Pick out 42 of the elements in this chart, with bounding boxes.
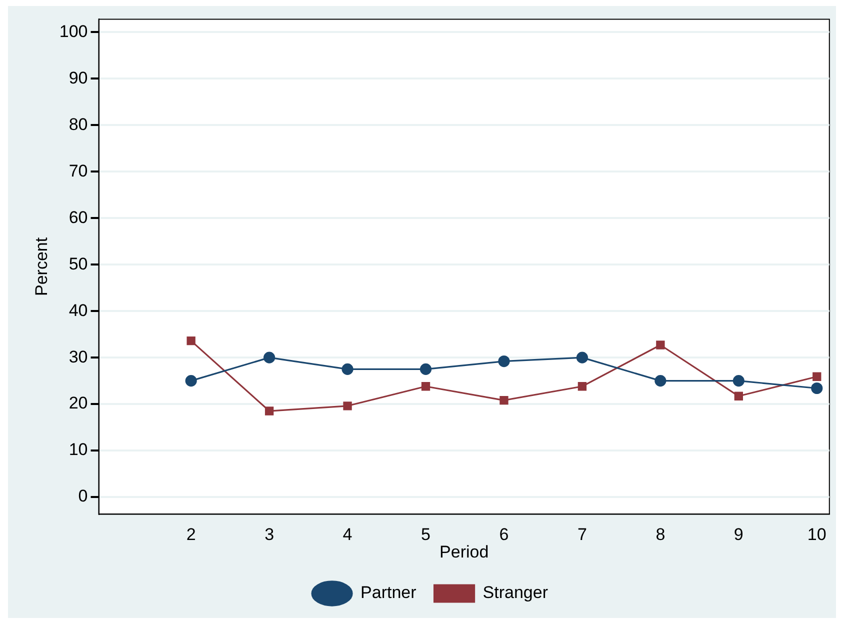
y-tick-label: 30 [68,347,88,366]
y-tick-label: 0 [78,486,88,506]
point [576,352,588,364]
x-tick-label: 5 [421,525,430,544]
y-tick-label: 100 [59,22,88,41]
x-tick-label: 6 [499,525,509,544]
point [656,340,665,350]
point [734,392,743,400]
point [654,375,666,387]
point [578,382,587,391]
point [186,336,196,346]
point [500,396,508,405]
point [732,375,744,387]
y-axis-title: Percent [32,237,51,296]
x-tick-label: 9 [734,525,744,544]
y-tick-label: 60 [68,208,88,227]
y-tick-label: 80 [68,114,88,134]
legend-label: Partner [360,583,417,602]
point [342,363,354,375]
x-tick-label: 2 [186,525,196,544]
point [264,352,276,364]
x-axis-title: Period [440,542,489,562]
y-tick-label: 70 [68,161,88,180]
y-tick-label: 10 [68,440,88,460]
x-tick-label: 4 [342,525,352,544]
y-tick-label: 20 [68,394,88,413]
x-tick-label: 8 [656,525,666,544]
y-tick-label: 50 [68,254,88,274]
point [421,382,430,391]
x-tick-label: 3 [264,525,274,544]
point [811,382,823,394]
point [420,363,432,375]
x-tick-label: 7 [577,525,587,544]
legend-label: Stranger [482,583,548,602]
point [264,406,274,416]
point [343,402,352,410]
point [812,372,822,381]
point [498,355,510,368]
x-tick-label: 10 [807,525,826,544]
point [185,375,197,387]
y-tick-label: 40 [68,300,88,320]
y-tick-label: 90 [68,68,88,88]
